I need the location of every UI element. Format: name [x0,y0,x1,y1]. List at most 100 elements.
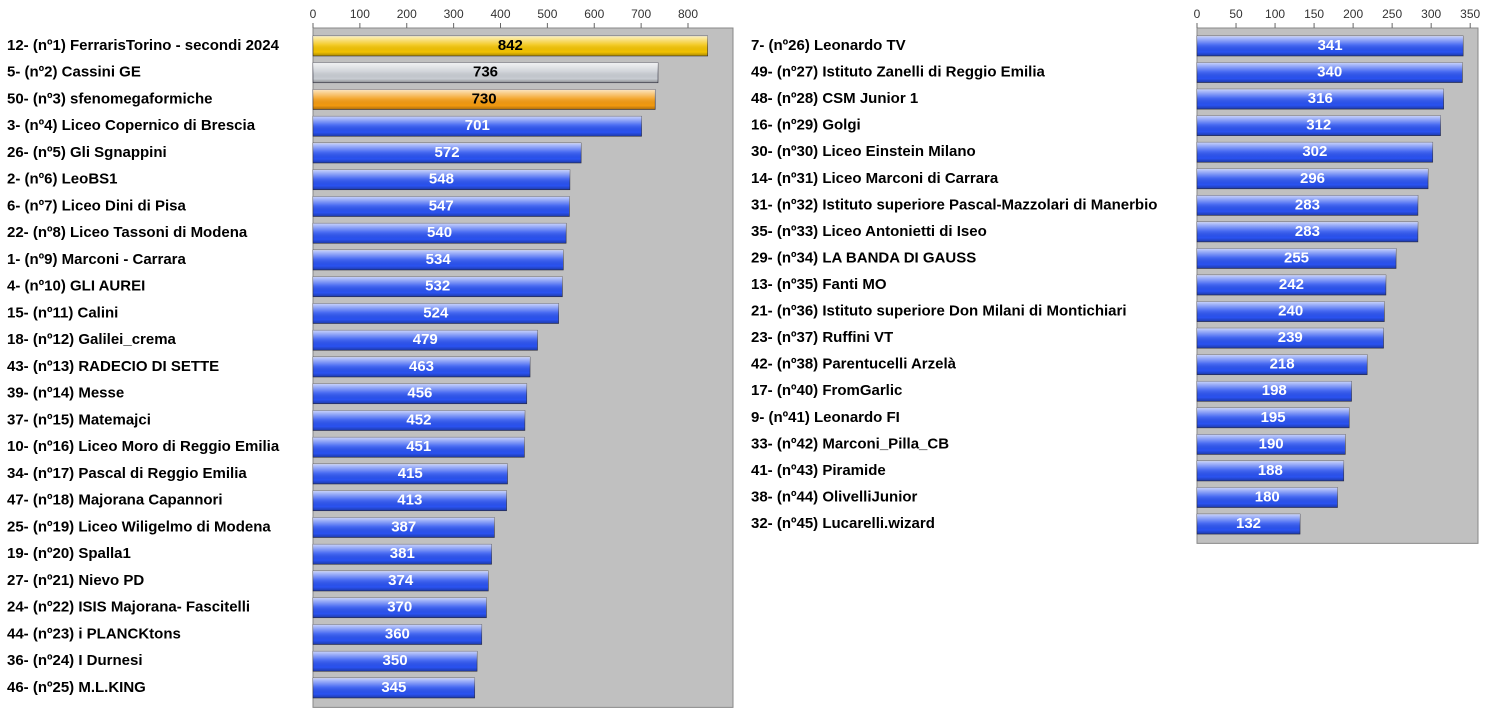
x-tick-label: 300 [444,7,464,21]
bar-shine [313,357,531,377]
category-label: 22- (nº8) Liceo Tassoni di Modena [7,224,248,241]
bar-shine [313,410,525,431]
bar-shine [313,597,487,618]
bar-shine [313,276,563,297]
category-label: 48- (nº28) CSM Junior 1 [751,90,918,107]
category-label: 31- (nº32) Istituto superiore Pascal-Maz… [751,196,1157,213]
x-tick-label: 0 [1194,7,1201,21]
x-tick-label: 0 [310,7,317,21]
category-label: 18- (nº12) Galilei_crema [7,331,177,348]
bar-shine [1197,221,1418,242]
category-label: 39- (nº14) Messe [7,385,124,402]
value-label: 350 [383,652,408,669]
category-label: 7- (nº26) Leonardo TV [751,37,906,54]
category-label: 6- (nº7) Liceo Dini di Pisa [7,197,187,214]
bar-shine [1197,328,1384,349]
value-label: 387 [391,518,416,535]
bar-shine [1197,142,1433,163]
bar-shine [1197,301,1385,322]
value-label: 341 [1318,37,1343,54]
x-tick-label: 250 [1382,7,1402,21]
category-label: 4- (nº10) GLI AUREI [7,278,145,295]
bar-shine [313,169,570,190]
value-label: 548 [429,171,454,188]
bar-shine [1197,381,1352,402]
bar-shine [1197,514,1301,535]
value-label: 452 [406,411,431,428]
bar-shine [313,143,582,163]
category-label: 41- (nº43) Piramide [751,462,886,479]
category-label: 5- (nº2) Cassini GE [7,64,141,81]
category-label: 3- (nº4) Liceo Copernico di Brescia [7,117,256,134]
category-label: 43- (nº13) RADECIO DI SETTE [7,358,219,375]
x-tick-label: 300 [1421,7,1441,21]
x-tick-label: 600 [584,7,604,21]
category-label: 16- (nº29) Golgi [751,117,861,134]
category-label: 38- (nº44) OlivelliJunior [751,488,918,505]
category-label: 19- (nº20) Spalla1 [7,545,131,562]
bar-shine [1197,460,1344,481]
category-label: 10- (nº16) Liceo Moro di Reggio Emilia [7,438,280,455]
bar-shine [1197,195,1418,216]
value-label: 296 [1300,170,1325,187]
x-tick-label: 800 [678,7,698,21]
bar-shine [1197,275,1386,296]
bar-shine [1197,354,1368,375]
bar-shine [313,223,567,244]
category-label: 9- (nº41) Leonardo FI [751,409,900,426]
category-label: 1- (nº9) Marconi - Carrara [7,251,187,268]
bar-shine [1197,115,1441,136]
category-label: 49- (nº27) Istituto Zanelli di Reggio Em… [751,64,1046,81]
value-label: 701 [465,117,490,134]
x-tick-label: 100 [350,7,370,21]
category-label: 33- (nº42) Marconi_Pilla_CB [751,435,949,452]
value-label: 283 [1295,223,1320,240]
bar-shine [313,383,527,404]
value-label: 451 [406,438,431,455]
category-label: 37- (nº15) Matemajci [7,411,151,428]
bar-shine [313,544,492,565]
category-label: 50- (nº3) sfenomegaformiche [7,90,213,107]
value-label: 463 [409,358,434,375]
value-label: 730 [472,90,497,107]
value-label: 415 [398,465,423,482]
x-tick-label: 150 [1304,7,1324,21]
bar-shine [313,490,507,511]
bar-shine [313,62,658,83]
value-label: 547 [429,197,454,214]
value-label: 540 [427,224,452,241]
value-label: 534 [426,251,452,268]
x-tick-label: 100 [1265,7,1285,21]
value-label: 302 [1302,143,1327,160]
bar-shine [313,196,570,217]
category-label: 34- (nº17) Pascal di Reggio Emilia [7,465,247,482]
x-tick-label: 500 [537,7,557,21]
x-tick-label: 200 [397,7,417,21]
x-tick-label: 400 [490,7,510,21]
bar-shine [1197,407,1350,428]
bar-shine [313,89,656,110]
bar-shine [1197,62,1463,83]
category-label: 27- (nº21) Nievo PD [7,572,144,589]
category-label: 13- (nº35) Fanti MO [751,276,887,293]
bar-shine [313,678,475,698]
value-label: 413 [397,492,422,509]
value-label: 370 [387,599,412,616]
category-label: 12- (nº1) FerrarisTorino - secondi 2024 [7,37,280,54]
bar-shine [1197,89,1444,110]
bar-shine [313,571,489,591]
category-label: 15- (nº11) Calini [7,304,118,321]
value-label: 456 [407,385,432,402]
category-label: 29- (nº34) LA BANDA DI GAUSS [751,249,976,266]
category-label: 23- (nº37) Ruffini VT [751,329,893,346]
category-label: 17- (nº40) FromGarlic [751,382,902,399]
bar-shine [313,624,482,645]
bar-shine [313,651,478,672]
bar-shine [313,303,559,324]
bar-shine [1197,36,1464,56]
value-label: 340 [1317,64,1342,81]
value-label: 240 [1278,303,1303,320]
category-label: 46- (nº25) M.L.KING [7,679,146,696]
